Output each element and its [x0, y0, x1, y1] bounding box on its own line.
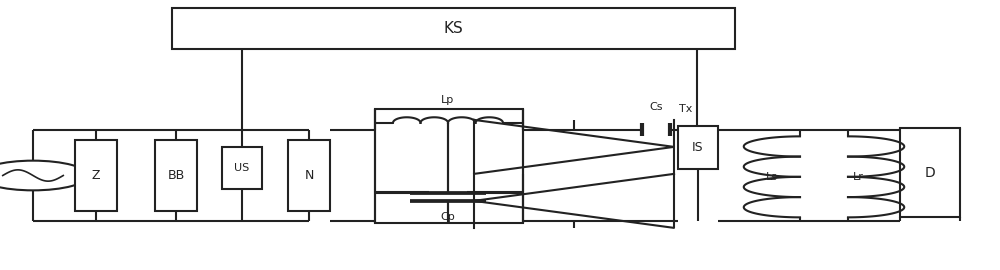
Bar: [678, 126, 718, 169]
Text: IS: IS: [692, 141, 704, 154]
Text: Ls: Ls: [766, 172, 778, 182]
Text: Cp: Cp: [441, 212, 455, 222]
Bar: [172, 8, 735, 49]
Bar: [375, 109, 523, 223]
Text: N: N: [304, 169, 314, 182]
Text: Lp: Lp: [441, 95, 455, 105]
Bar: [900, 128, 960, 217]
Text: US: US: [234, 163, 250, 173]
Text: Lr: Lr: [853, 172, 864, 182]
Text: Z: Z: [92, 169, 100, 182]
Text: BB: BB: [167, 169, 185, 182]
Bar: [288, 140, 330, 211]
Bar: [75, 140, 117, 211]
Text: Cs: Cs: [649, 102, 663, 112]
Bar: [155, 140, 197, 211]
Text: KS: KS: [444, 21, 463, 36]
Bar: [222, 147, 262, 189]
Text: Tx: Tx: [679, 104, 692, 114]
Text: D: D: [925, 166, 935, 180]
